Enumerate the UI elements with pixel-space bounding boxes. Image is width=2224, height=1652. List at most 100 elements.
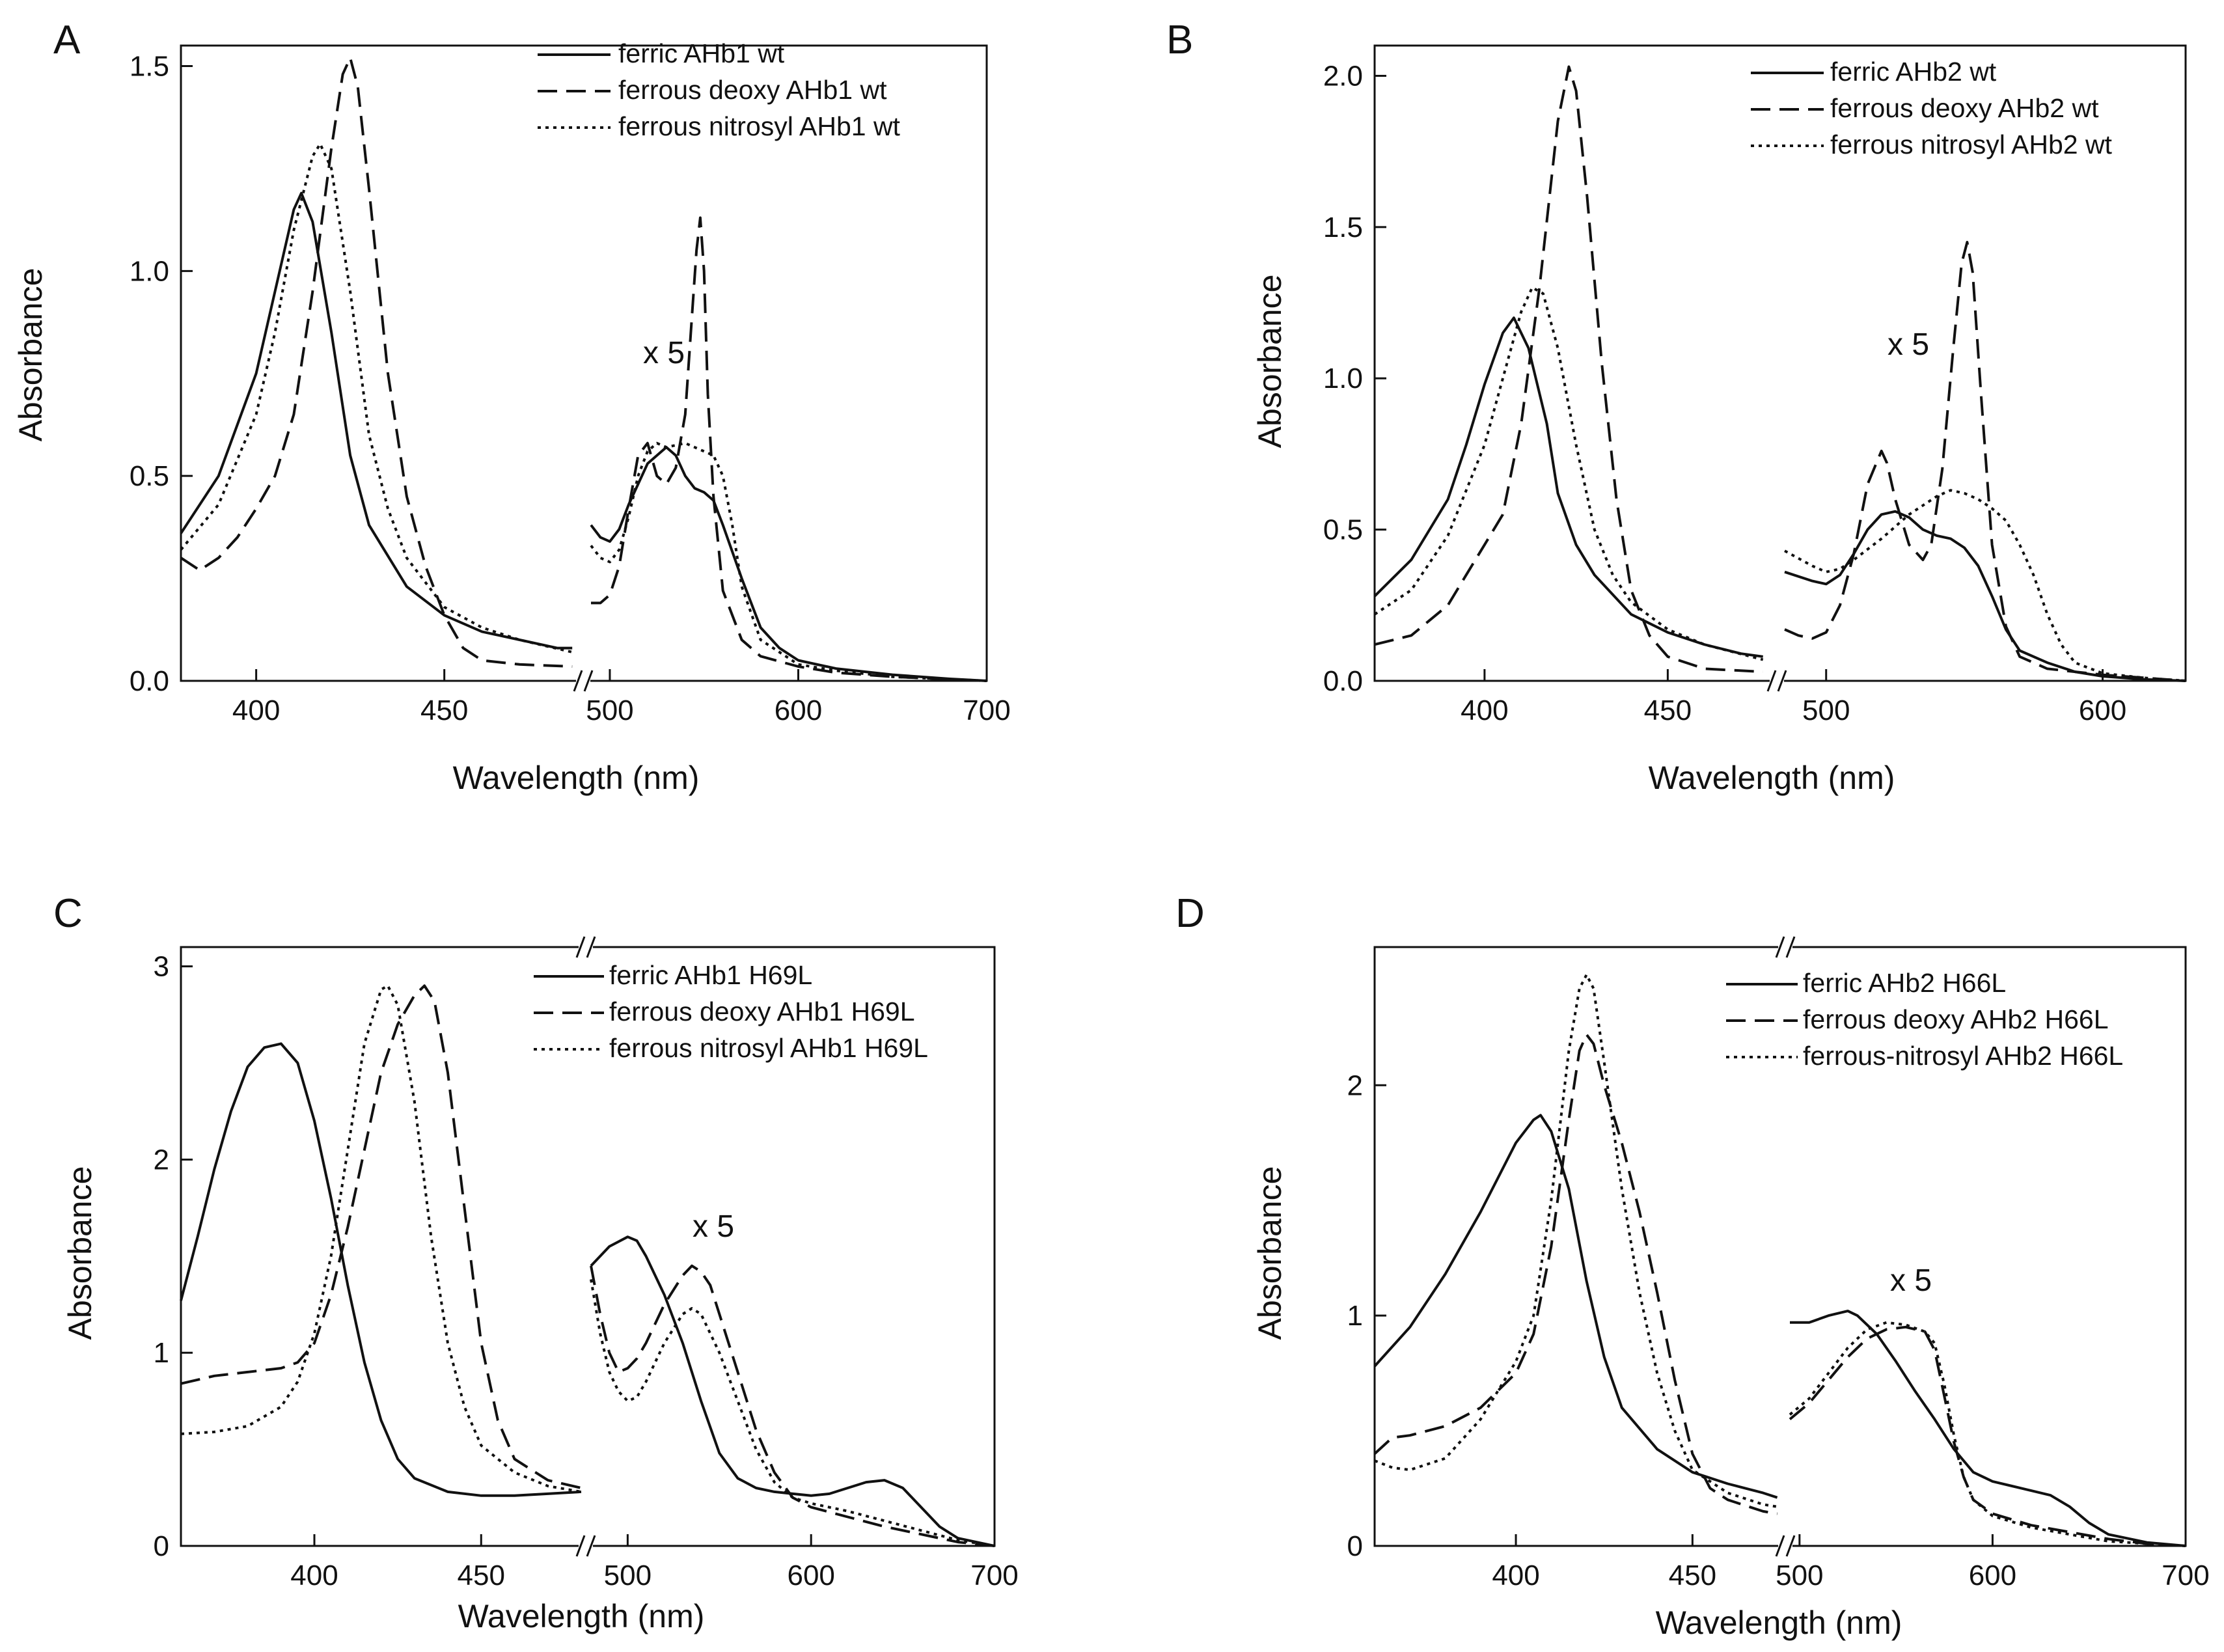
- axis-break-mark: [1766, 670, 1777, 692]
- series-line-dotted-1: [180, 143, 573, 654]
- x-tick-label: 600: [787, 1560, 834, 1591]
- series-line-solid-2: [1790, 1310, 2186, 1547]
- x-tick-label: 600: [1969, 1560, 2016, 1591]
- series-line-dashed-1: [1373, 1033, 1778, 1515]
- series-line-dotted-1: [180, 984, 582, 1493]
- x-tick-label: 400: [232, 695, 280, 726]
- series-line-dashed-2: [590, 1264, 995, 1547]
- y-tick-label: 0.5: [130, 460, 169, 492]
- y-axis-title: Absorbance: [62, 1166, 98, 1340]
- series-line-solid-1: [180, 191, 573, 650]
- series-line-dashed-2: [591, 216, 987, 682]
- y-tick-label: 2.0: [1323, 60, 1363, 92]
- x-tick-label: 500: [1776, 1560, 1823, 1591]
- series-line-dashed-1: [1374, 65, 1763, 674]
- legend-entry: ferric AHb1 wt: [618, 38, 785, 68]
- x-tick-label: 700: [970, 1560, 1018, 1591]
- axis-break-mark: [1777, 670, 1787, 692]
- legend-entry: ferrous-nitrosyl AHb2 H66L: [1803, 1041, 2123, 1071]
- series-line-dashed-2: [1789, 1325, 2186, 1547]
- x-tick-label: 500: [604, 1560, 652, 1591]
- x-tick-label: 450: [458, 1560, 505, 1591]
- x-tick-label: 450: [1669, 1560, 1716, 1591]
- axis-break-mark: [1775, 936, 1785, 958]
- panel-letter: D: [1175, 891, 1205, 936]
- x-tick-label: 400: [290, 1560, 338, 1591]
- series-line-solid-2: [590, 446, 987, 682]
- axis-break-mark: [575, 936, 586, 958]
- axis-break-mark: [586, 936, 596, 958]
- legend-entry: ferrous nitrosyl AHb1 wt: [618, 111, 901, 141]
- scale-annotation: x 5: [1890, 1263, 1932, 1298]
- series-line-solid-2: [1784, 510, 2186, 682]
- axis-break-mark: [1785, 1535, 1796, 1557]
- x-axis-title: Wavelength (nm): [1656, 1604, 1902, 1641]
- y-tick-label: 2: [1347, 1069, 1363, 1101]
- y-tick-label: 0: [1347, 1530, 1363, 1562]
- legend-entry: ferrous deoxy AHb2 H66L: [1803, 1004, 2109, 1034]
- panel-c: 0 1 2 3 400 450 500 600 700 ferric AHb1 H69L ferro…: [53, 891, 1019, 1634]
- y-axis-title: Absorbance: [1252, 275, 1288, 448]
- series-line-solid-2: [590, 1235, 995, 1547]
- panel-letter: B: [1166, 18, 1193, 62]
- x-tick-label: 400: [1461, 695, 1508, 726]
- y-tick-label: 1.0: [130, 255, 169, 287]
- y-tick-label: 0: [154, 1530, 169, 1562]
- series-line-dotted-2: [590, 441, 987, 682]
- panel-d: 0 1 2 400 450 500 600 700 ferric AHb2 H66L ferrou…: [1175, 891, 2210, 1641]
- y-tick-label: 1: [154, 1337, 169, 1369]
- x-tick-label: 400: [1492, 1560, 1539, 1591]
- scale-annotation: x 5: [1888, 327, 1929, 362]
- x-axis-title: Wavelength (nm): [1649, 760, 1895, 796]
- series-line-solid-1: [1373, 316, 1763, 658]
- legend-entry: ferric AHb1 H69L: [609, 960, 812, 990]
- axis-break-mark: [573, 670, 583, 692]
- x-axis-title: Wavelength (nm): [458, 1598, 705, 1634]
- series-line-dashed-1: [180, 984, 582, 1489]
- legend-entry: ferrous nitrosyl AHb2 wt: [1830, 130, 2113, 159]
- y-tick-label: 0.5: [1323, 514, 1363, 546]
- y-tick-label: 1.0: [1323, 363, 1363, 394]
- series-line-dotted-1: [1374, 973, 1778, 1508]
- x-tick-label: 500: [586, 695, 633, 726]
- series-line-solid-1: [1373, 1114, 1778, 1499]
- plot-frame: [1373, 946, 2187, 1547]
- legend-entry: ferrous deoxy AHb1 H69L: [609, 997, 915, 1026]
- legend-entry: ferrous deoxy AHb1 wt: [618, 75, 887, 105]
- scale-annotation: x 5: [693, 1209, 734, 1244]
- y-tick-label: 2: [154, 1144, 169, 1176]
- legend-entry: ferric AHb2 wt: [1830, 57, 1997, 87]
- y-tick-label: 1.5: [130, 50, 169, 82]
- series-line-dotted-1: [1373, 286, 1764, 661]
- y-tick-label: 1: [1347, 1300, 1363, 1332]
- y-tick-label: 0.0: [130, 665, 169, 697]
- x-tick-label: 700: [2162, 1560, 2209, 1591]
- series-line-dashed-2: [1784, 241, 2186, 682]
- x-tick-label: 600: [2079, 695, 2126, 726]
- y-axis-title: Absorbance: [12, 268, 49, 442]
- y-tick-label: 0.0: [1323, 665, 1363, 697]
- x-tick-label: 450: [420, 695, 468, 726]
- panel-b: 0.0 0.5 1.0 1.5 2.0 400 450 500 600 ferric AHb2 w…: [1166, 18, 2187, 796]
- x-tick-label: 500: [1802, 695, 1850, 726]
- axis-break-mark: [1785, 936, 1796, 958]
- panel-letter: A: [53, 18, 81, 62]
- axis-break-mark: [1775, 1535, 1785, 1557]
- series-line-dotted-2: [590, 1279, 995, 1547]
- y-axis-title: Absorbance: [1252, 1166, 1288, 1340]
- x-tick-label: 700: [963, 695, 1010, 726]
- x-axis-title: Wavelength (nm): [453, 760, 700, 796]
- x-tick-label: 600: [775, 695, 822, 726]
- series-line-solid-1: [180, 1042, 582, 1497]
- scale-annotation: x 5: [643, 336, 685, 370]
- series-line-dotted-2: [1789, 1321, 2186, 1547]
- axis-break-mark: [575, 1535, 586, 1557]
- y-tick-label: 1.5: [1323, 212, 1363, 243]
- series-line-dashed-1: [180, 56, 573, 668]
- y-tick-label: 3: [154, 951, 169, 983]
- legend-entry: ferrous deoxy AHb2 wt: [1830, 93, 2099, 123]
- panel-a: 0.0 0.5 1.0 1.5 400 450 500 600 700 ferric AHb1 w…: [12, 18, 1011, 796]
- x-tick-label: 450: [1644, 695, 1692, 726]
- legend-entry: ferric AHb2 H66L: [1803, 968, 2006, 998]
